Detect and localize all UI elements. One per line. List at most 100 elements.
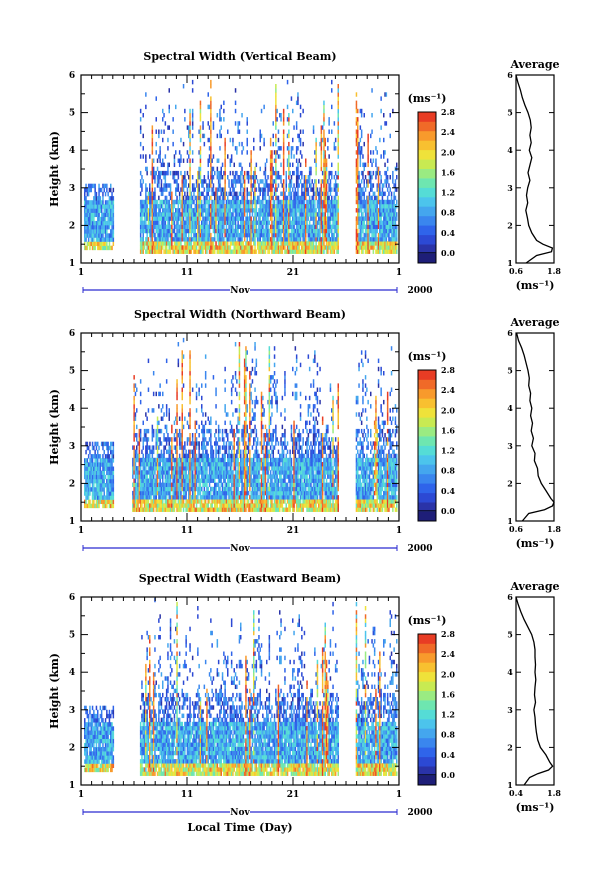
colorbar-swatch — [418, 225, 436, 236]
profile-y-tick-label: 5 — [507, 366, 513, 376]
average-profile-line — [515, 596, 554, 786]
heatmap-cells — [84, 337, 398, 512]
y-tick-label: 4 — [69, 146, 75, 156]
colorbar-swatch — [418, 756, 436, 767]
colorbar-unit: (ms⁻¹) — [408, 350, 447, 363]
profile-x-tick-label: 1.8 — [547, 266, 561, 276]
colorbar-swatch — [418, 634, 436, 644]
colorbar-swatch — [418, 196, 436, 207]
colorbar-swatch — [418, 737, 436, 748]
profile-y-tick-label: 5 — [507, 630, 513, 640]
x-tick-label: 1 — [396, 790, 402, 800]
colorbar-tick-label: 2.8 — [441, 629, 455, 639]
colorbar-tick-label: 2.4 — [441, 127, 455, 137]
y-tick-label: 6 — [69, 71, 75, 81]
colorbar-swatch — [418, 206, 436, 217]
profile-y-tick-label: 2 — [507, 220, 513, 230]
profile-x-axis-label: (ms⁻¹) — [516, 801, 555, 814]
spectral-width-panel: Spectral Width (Northward Beam) 1 2 3 4 5 6 Hei… — [48, 308, 561, 554]
profile-y-tick-label: 1 — [507, 516, 513, 526]
heatmap-cells — [84, 79, 398, 254]
colorbar-tick-label: 0.4 — [441, 228, 455, 238]
profile-y-tick-label: 1 — [507, 258, 513, 268]
profile-y-tick-label: 3 — [507, 705, 513, 715]
colorbar-swatch — [418, 407, 436, 418]
colorbar-swatch — [418, 398, 436, 409]
y-tick-label: 2 — [69, 743, 75, 753]
y-tick-label: 3 — [69, 706, 75, 716]
profile-y-tick-label: 3 — [507, 441, 513, 451]
colorbar-tick-label: 0.4 — [441, 486, 455, 496]
profile-frame — [515, 332, 555, 522]
profile-x-axis-label: (ms⁻¹) — [516, 537, 555, 550]
y-tick-label: 5 — [69, 109, 75, 119]
x-month-label: Nov — [230, 808, 250, 818]
colorbar-swatch — [418, 483, 436, 494]
colorbar-swatch — [418, 643, 436, 654]
colorbar-swatch — [418, 426, 436, 437]
profile-x-tick-label: 1.8 — [547, 788, 561, 798]
average-profile-line — [515, 332, 555, 522]
profile-frame — [515, 596, 555, 786]
profile-x-tick-label: 0.6 — [509, 266, 523, 276]
colorbar-swatch — [418, 417, 436, 427]
colorbar-swatch — [418, 445, 436, 456]
y-tick-label: 4 — [69, 668, 75, 678]
colorbar-swatch — [418, 140, 436, 151]
colorbar-swatch — [418, 379, 436, 390]
colorbar-tick-label: 2.8 — [441, 107, 455, 117]
colorbar-swatch — [418, 187, 436, 198]
colorbar-swatch — [418, 747, 436, 758]
colorbar-swatch — [418, 718, 436, 729]
y-axis-label: Height (km) — [48, 653, 61, 729]
colorbar-unit: (ms⁻¹) — [408, 614, 447, 627]
colorbar-swatch — [418, 388, 436, 399]
colorbar-swatch — [418, 215, 436, 226]
colorbar-tick-label: 1.2 — [441, 188, 455, 198]
colorbar-swatch — [418, 671, 436, 682]
x-month-label: Nov — [230, 286, 250, 296]
colorbar-swatch — [418, 234, 436, 245]
panel-title: Spectral Width (Eastward Beam) — [139, 572, 341, 585]
profile-y-tick-label: 4 — [507, 667, 513, 677]
y-tick-label: 2 — [69, 479, 75, 489]
x-year-label: 2000 — [407, 544, 432, 554]
x-tick-label: 1 — [78, 268, 84, 278]
spectral-width-panel: Spectral Width (Vertical Beam) 1 2 3 4 5 6 Heig… — [48, 50, 561, 296]
colorbar-swatch — [418, 662, 436, 673]
profile-title: Average — [509, 580, 559, 593]
colorbar-swatch — [418, 492, 436, 503]
profile-x-tick-label: 0.4 — [509, 788, 523, 798]
colorbar-frame — [417, 111, 437, 264]
x-tick-label: 21 — [287, 790, 300, 800]
spectral-width-panel: Spectral Width (Eastward Beam) 1 2 3 4 5 6 Heig… — [48, 572, 561, 834]
colorbar-unit: (ms⁻¹) — [408, 92, 447, 105]
profile-frame — [515, 74, 555, 264]
colorbar-swatch — [418, 464, 436, 475]
colorbar-tick-label: 0.0 — [441, 506, 455, 516]
y-tick-label: 5 — [69, 367, 75, 377]
y-tick-label: 6 — [69, 593, 75, 603]
x-tick-label: 1 — [396, 268, 402, 278]
profile-y-tick-label: 6 — [507, 592, 513, 602]
profile-y-tick-label: 4 — [507, 145, 513, 155]
colorbar-tick-label: 0.4 — [441, 750, 455, 760]
colorbar-swatch — [418, 244, 436, 254]
colorbar-tick-label: 1.2 — [441, 710, 455, 720]
colorbar-swatch — [418, 112, 436, 122]
x-tick-label: 1 — [78, 526, 84, 536]
colorbar-tick-label: 1.6 — [441, 689, 455, 699]
profile-y-tick-label: 6 — [507, 70, 513, 80]
x-month-label: Nov — [230, 544, 250, 554]
colorbar-tick-label: 2.4 — [441, 385, 455, 395]
y-tick-label: 1 — [69, 781, 75, 791]
profile-y-tick-label: 2 — [507, 742, 513, 752]
profile-y-tick-label: 2 — [507, 478, 513, 488]
colorbar-tick-label: 1.2 — [441, 446, 455, 456]
colorbar-tick-label: 0.0 — [441, 770, 455, 780]
x-tick-label: 21 — [287, 268, 300, 278]
x-tick-label: 1 — [78, 790, 84, 800]
y-tick-label: 6 — [69, 329, 75, 339]
panel-title: Spectral Width (Vertical Beam) — [143, 50, 336, 63]
colorbar-swatch — [418, 681, 436, 691]
